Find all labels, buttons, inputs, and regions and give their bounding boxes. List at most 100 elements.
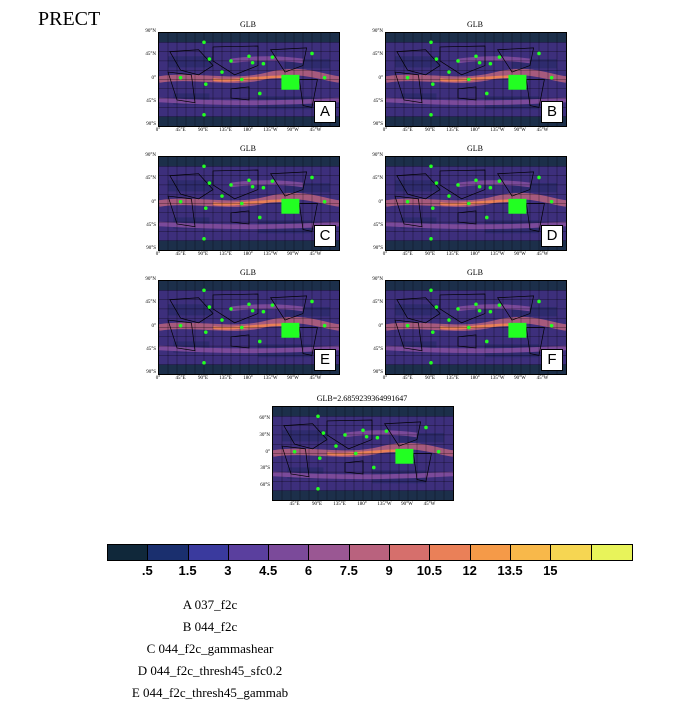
site-marker	[310, 175, 314, 180]
panel-letter-label: E	[314, 349, 336, 371]
site-marker	[258, 215, 262, 220]
site-marker	[431, 206, 435, 210]
site-marker	[497, 303, 502, 307]
map-plot	[385, 32, 567, 127]
lon-tick-label: 135°E	[219, 376, 232, 381]
colorbar-tick-label: 6	[304, 563, 313, 578]
dry-region	[285, 59, 330, 69]
site-marker	[485, 215, 489, 220]
site-marker	[207, 305, 212, 309]
colorbar-tick-label: 9	[385, 563, 393, 578]
lon-tick-label: 135°W	[263, 376, 278, 381]
map-panel: GLB 90°N 45°N 0° 45°S 90°S 0° 45°E 90°E 135°E 180°…	[128, 144, 368, 265]
map-plot	[385, 280, 567, 375]
site-marker	[310, 299, 314, 304]
site-marker	[240, 325, 244, 330]
colorbar-swatch	[309, 545, 350, 560]
lon-tick-label: 45°E	[175, 252, 186, 257]
colorbar-swatch	[510, 545, 552, 560]
lon-tick-label: 45°E	[402, 376, 413, 381]
lon-tick-label: 180°	[243, 252, 253, 257]
panel-title: GLB	[467, 268, 483, 277]
lon-tick-label: 135°W	[263, 252, 278, 257]
itcz-core	[212, 323, 286, 330]
lat-tick-label: 90°S	[373, 246, 383, 251]
lon-tick-label: 135°W	[377, 502, 392, 507]
lon-tick-label: 90°E	[197, 128, 209, 133]
legend-entry: D 044_f2c_thresh45_sfc0.2	[137, 663, 283, 678]
map-panel: GLB 90°N 45°N 0° 45°S 90°S 0° 45°E 90°E 135°E 180°…	[128, 268, 368, 389]
lon-tick-label: 90°E	[197, 376, 209, 381]
site-marker	[247, 178, 251, 183]
site-marker	[364, 434, 369, 439]
lon-tick-label: 0°	[382, 128, 388, 133]
panel-title: GLB	[240, 20, 256, 29]
itcz-core	[212, 199, 286, 206]
lon-tick-label: 90°W	[287, 376, 299, 381]
lat-tick-label: 45°N	[145, 52, 156, 58]
colorbar-tick-label: 10.5	[416, 563, 443, 578]
dry-region	[400, 217, 437, 229]
site-marker	[270, 179, 275, 183]
site-marker	[467, 325, 471, 330]
lon-tick-label: 135°W	[490, 252, 505, 257]
colorbar-tick-label: .5	[141, 563, 153, 578]
site-marker	[434, 57, 439, 61]
site-marker	[447, 318, 451, 322]
site-marker	[549, 75, 554, 80]
site-marker	[322, 323, 327, 328]
lon-tick-label: 90°E	[424, 252, 436, 257]
lat-tick-label: 30°S	[260, 466, 270, 472]
site-marker	[261, 61, 266, 66]
lat-tick-label: 90°S	[146, 122, 156, 127]
lon-tick-label: 45°W	[309, 252, 322, 257]
lon-tick-label: 0°	[382, 376, 388, 381]
panel-letter-label: F	[541, 349, 563, 371]
lon-tick-label: 90°W	[287, 252, 299, 257]
colorbar-swatch	[228, 545, 270, 560]
colorbar-tick-label: 13.5	[497, 563, 523, 578]
lat-tick-label: 90°S	[146, 246, 156, 251]
site-marker	[202, 113, 206, 117]
dry-region	[395, 304, 440, 316]
site-box	[395, 448, 414, 464]
site-marker	[202, 164, 206, 169]
colorbar-swatch	[551, 545, 592, 560]
lat-tick-label: 45°N	[372, 176, 383, 182]
site-marker	[429, 164, 433, 169]
site-marker	[477, 60, 482, 65]
lat-tick-label: 45°N	[372, 52, 383, 58]
lon-tick-label: 135°E	[219, 252, 232, 257]
legend-entry: C 044_f2c_gammashear	[146, 641, 274, 656]
site-marker	[250, 184, 255, 189]
site-marker	[229, 307, 233, 311]
panel-title: GLB=2.6859239364991647	[316, 394, 408, 403]
panel-title: GLB	[467, 144, 483, 153]
lon-tick-label: 135°E	[446, 252, 459, 257]
lat-tick-label: 45°S	[373, 346, 383, 352]
site-box	[508, 322, 527, 338]
lat-tick-label: 45°S	[373, 222, 383, 228]
lon-tick-label: 90°E	[424, 376, 436, 381]
site-marker	[405, 199, 410, 204]
colorbar-swatch	[148, 545, 189, 560]
map-panel: GLB=2.6859239364991647 60°N 30°N 0° 30°S 60°S…	[242, 394, 482, 515]
lon-tick-label: 135°E	[446, 128, 459, 133]
map-plot	[158, 32, 340, 127]
site-marker	[429, 237, 433, 241]
site-marker	[250, 60, 255, 65]
site-marker	[250, 308, 255, 313]
site-marker	[434, 181, 439, 185]
lat-tick-label: 60°S	[260, 482, 270, 488]
site-marker	[178, 323, 183, 328]
map-panel: GLB 90°N 45°N 0° 45°S 90°S 0° 45°E 90°E 135°E 180°…	[355, 268, 595, 389]
site-marker	[405, 75, 410, 80]
map-plot	[385, 156, 567, 251]
site-marker	[372, 465, 376, 470]
site-marker	[354, 451, 358, 456]
itcz-core	[439, 199, 513, 206]
site-marker	[361, 428, 365, 433]
site-marker	[321, 431, 326, 435]
site-marker	[431, 330, 435, 334]
panel-letter-label: D	[541, 225, 563, 247]
